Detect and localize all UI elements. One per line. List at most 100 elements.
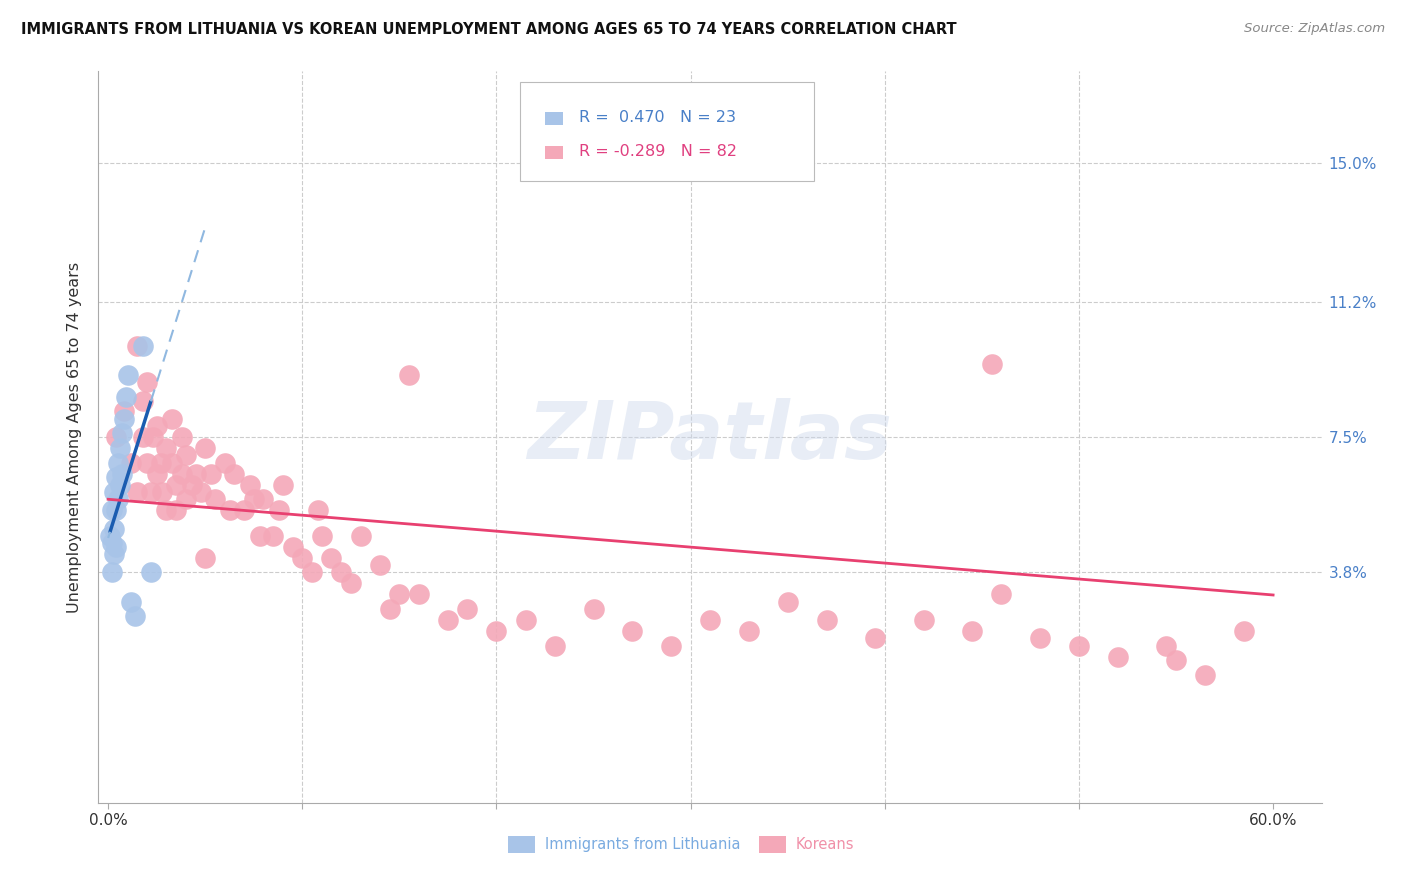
FancyBboxPatch shape — [759, 837, 786, 853]
Point — [659, 156, 682, 170]
Point — [184, 467, 207, 481]
Point — [980, 357, 1002, 371]
Point — [127, 338, 149, 352]
Point — [1164, 653, 1187, 667]
Point — [349, 529, 371, 543]
Point — [108, 441, 131, 455]
Point — [271, 477, 294, 491]
Point — [456, 602, 478, 616]
Point — [249, 529, 271, 543]
Point — [485, 624, 508, 638]
Point — [239, 477, 262, 491]
Point — [170, 430, 193, 444]
Text: R = -0.289   N = 82: R = -0.289 N = 82 — [579, 145, 737, 160]
FancyBboxPatch shape — [508, 837, 536, 853]
Y-axis label: Unemployment Among Ages 65 to 74 years: Unemployment Among Ages 65 to 74 years — [67, 261, 83, 613]
Point — [219, 503, 242, 517]
Point — [174, 492, 197, 507]
Point — [863, 632, 886, 646]
Point — [104, 503, 127, 517]
Point — [321, 550, 343, 565]
Point — [101, 503, 124, 517]
Point — [152, 485, 174, 500]
Point — [368, 558, 391, 573]
Point — [180, 477, 202, 491]
Text: IMMIGRANTS FROM LITHUANIA VS KOREAN UNEMPLOYMENT AMONG AGES 65 TO 74 YEARS CORRE: IMMIGRANTS FROM LITHUANIA VS KOREAN UNEM… — [21, 22, 956, 37]
Point — [252, 492, 274, 507]
Point — [311, 529, 333, 543]
FancyBboxPatch shape — [546, 112, 562, 125]
Point — [194, 441, 217, 455]
Point — [242, 492, 264, 507]
Point — [659, 639, 682, 653]
Point — [120, 456, 142, 470]
Point — [174, 448, 197, 462]
Point — [1067, 639, 1090, 653]
Point — [111, 426, 134, 441]
Point — [127, 485, 149, 500]
Point — [815, 613, 838, 627]
Point — [194, 550, 217, 565]
Point — [340, 576, 363, 591]
Point — [190, 485, 212, 500]
Point — [233, 503, 256, 517]
Point — [165, 503, 187, 517]
Point — [160, 412, 183, 426]
Point — [990, 587, 1012, 601]
Point — [912, 613, 935, 627]
Point — [145, 419, 167, 434]
Point — [112, 412, 135, 426]
Point — [120, 594, 142, 608]
Point — [142, 430, 165, 444]
Point — [149, 456, 172, 470]
Point — [139, 485, 162, 500]
Point — [108, 477, 131, 491]
Point — [960, 624, 983, 638]
Point — [200, 467, 222, 481]
Point — [307, 503, 329, 517]
Point — [204, 492, 226, 507]
Point — [124, 609, 146, 624]
Point — [1194, 667, 1216, 681]
Point — [112, 404, 135, 418]
Text: Koreans: Koreans — [796, 837, 855, 852]
Point — [621, 624, 644, 638]
Point — [301, 566, 323, 580]
Point — [101, 536, 124, 550]
Point — [515, 613, 537, 627]
Point — [114, 390, 136, 404]
Point — [139, 566, 162, 580]
Point — [104, 470, 127, 484]
Point — [378, 602, 401, 616]
Point — [398, 368, 420, 382]
FancyBboxPatch shape — [520, 82, 814, 181]
Point — [170, 467, 193, 481]
Point — [132, 430, 155, 444]
Point — [155, 503, 177, 517]
Point — [104, 430, 127, 444]
Point — [699, 613, 721, 627]
Point — [1029, 632, 1052, 646]
Point — [160, 456, 183, 470]
Point — [111, 467, 134, 481]
Point — [165, 477, 187, 491]
Point — [103, 521, 125, 535]
Text: Immigrants from Lithuania: Immigrants from Lithuania — [546, 837, 741, 852]
Point — [155, 441, 177, 455]
Point — [104, 540, 127, 554]
Point — [214, 456, 236, 470]
Point — [437, 613, 460, 627]
Text: ZIPatlas: ZIPatlas — [527, 398, 893, 476]
Point — [103, 485, 125, 500]
Point — [224, 467, 246, 481]
Text: Source: ZipAtlas.com: Source: ZipAtlas.com — [1244, 22, 1385, 36]
Point — [281, 540, 304, 554]
Point — [98, 529, 121, 543]
Point — [408, 587, 430, 601]
Text: R =  0.470   N = 23: R = 0.470 N = 23 — [579, 110, 737, 125]
Point — [136, 456, 159, 470]
Point — [544, 639, 567, 653]
Point — [107, 456, 129, 470]
Point — [330, 566, 353, 580]
Point — [132, 393, 155, 408]
